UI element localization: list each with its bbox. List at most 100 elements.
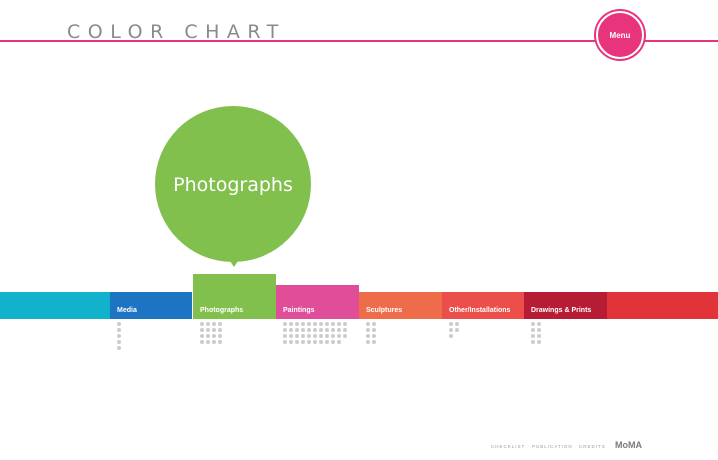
category-label-sculptures[interactable]: Sculptures [366,307,403,314]
artwork-dot[interactable] [218,322,222,326]
artwork-dot[interactable] [283,328,287,332]
artwork-dot[interactable] [295,328,299,332]
artwork-dot[interactable] [531,334,535,338]
artwork-dot[interactable] [295,322,299,326]
bar-segment-other-installations[interactable] [442,292,524,319]
artwork-dot[interactable] [325,328,329,332]
artwork-dot[interactable] [218,340,222,344]
artwork-dot[interactable] [313,334,317,338]
artwork-dot[interactable] [366,334,370,338]
artwork-dot[interactable] [212,322,216,326]
artwork-dot[interactable] [313,340,317,344]
artwork-dot[interactable] [455,322,459,326]
artwork-dot[interactable] [319,334,323,338]
bar-segment-drawings-prints[interactable] [524,292,607,319]
artwork-dot[interactable] [206,334,210,338]
artwork-dot[interactable] [531,340,535,344]
artwork-dot[interactable] [372,340,376,344]
artwork-dot[interactable] [206,340,210,344]
artwork-dot[interactable] [301,334,305,338]
artwork-dot[interactable] [212,328,216,332]
moma-logo[interactable]: MoMA [615,440,642,450]
artwork-dot[interactable] [337,322,341,326]
artwork-dot[interactable] [343,322,347,326]
artwork-dot[interactable] [218,328,222,332]
artwork-dot[interactable] [331,322,335,326]
artwork-dot[interactable] [283,334,287,338]
artwork-dot[interactable] [289,322,293,326]
category-label-paintings[interactable]: Paintings [283,307,315,314]
artwork-dot[interactable] [319,322,323,326]
artwork-dot[interactable] [289,334,293,338]
artwork-dot[interactable] [283,322,287,326]
menu-button[interactable]: Menu [596,11,644,59]
artwork-dot[interactable] [289,340,293,344]
artwork-dot[interactable] [295,340,299,344]
artwork-dot[interactable] [301,328,305,332]
artwork-dot[interactable] [449,334,453,338]
artwork-dot[interactable] [337,340,341,344]
artwork-dot[interactable] [372,328,376,332]
category-label-other-installations[interactable]: Other/Installations [449,307,511,314]
artwork-dot[interactable] [117,346,121,350]
artwork-dot[interactable] [307,340,311,344]
artwork-dot[interactable] [366,328,370,332]
artwork-dot[interactable] [200,322,204,326]
artwork-dot[interactable] [372,334,376,338]
bar-segment-sculptures[interactable] [359,292,442,319]
artwork-dot[interactable] [537,328,541,332]
artwork-dot[interactable] [117,334,121,338]
footer-link-credits[interactable]: CREDITS [579,444,606,449]
artwork-dot[interactable] [531,322,535,326]
footer-link-checklist[interactable]: CHECKLIST [491,444,526,449]
artwork-dot[interactable] [449,328,453,332]
artwork-dot[interactable] [331,328,335,332]
artwork-dot[interactable] [531,328,535,332]
artwork-dot[interactable] [117,328,121,332]
artwork-dot[interactable] [343,334,347,338]
artwork-dot[interactable] [325,340,329,344]
bar-segment-photographs[interactable] [193,274,276,319]
artwork-dot[interactable] [537,340,541,344]
artwork-dot[interactable] [537,322,541,326]
artwork-dot[interactable] [283,340,287,344]
artwork-dot[interactable] [295,334,299,338]
artwork-dot[interactable] [337,334,341,338]
artwork-dot[interactable] [289,328,293,332]
artwork-dot[interactable] [325,334,329,338]
artwork-dot[interactable] [307,334,311,338]
artwork-dot[interactable] [307,322,311,326]
artwork-dot[interactable] [200,334,204,338]
artwork-dot[interactable] [206,322,210,326]
artwork-dot[interactable] [301,340,305,344]
artwork-dot[interactable] [455,328,459,332]
artwork-dot[interactable] [343,328,347,332]
artwork-dot[interactable] [200,340,204,344]
artwork-dot[interactable] [537,334,541,338]
category-label-drawings-prints[interactable]: Drawings & Prints [531,307,592,314]
artwork-dot[interactable] [218,334,222,338]
artwork-dot[interactable] [301,322,305,326]
bar-segment-media[interactable] [110,292,192,319]
artwork-dot[interactable] [319,328,323,332]
artwork-dot[interactable] [117,322,121,326]
artwork-dot[interactable] [313,328,317,332]
artwork-dot[interactable] [366,340,370,344]
artwork-dot[interactable] [325,322,329,326]
artwork-dot[interactable] [117,340,121,344]
artwork-dot[interactable] [206,328,210,332]
artwork-dot[interactable] [372,322,376,326]
artwork-dot[interactable] [449,322,453,326]
category-label-media[interactable]: Media [117,307,137,314]
artwork-dot[interactable] [337,328,341,332]
artwork-dot[interactable] [319,340,323,344]
category-label-photographs[interactable]: Photographs [200,307,244,314]
artwork-dot[interactable] [331,334,335,338]
artwork-dot[interactable] [331,340,335,344]
artwork-dot[interactable] [200,328,204,332]
artwork-dot[interactable] [307,328,311,332]
bar-segment-paintings[interactable] [276,285,359,319]
footer-link-publication[interactable]: PUBLICATION [532,444,573,449]
artwork-dot[interactable] [212,334,216,338]
artwork-dot[interactable] [313,322,317,326]
